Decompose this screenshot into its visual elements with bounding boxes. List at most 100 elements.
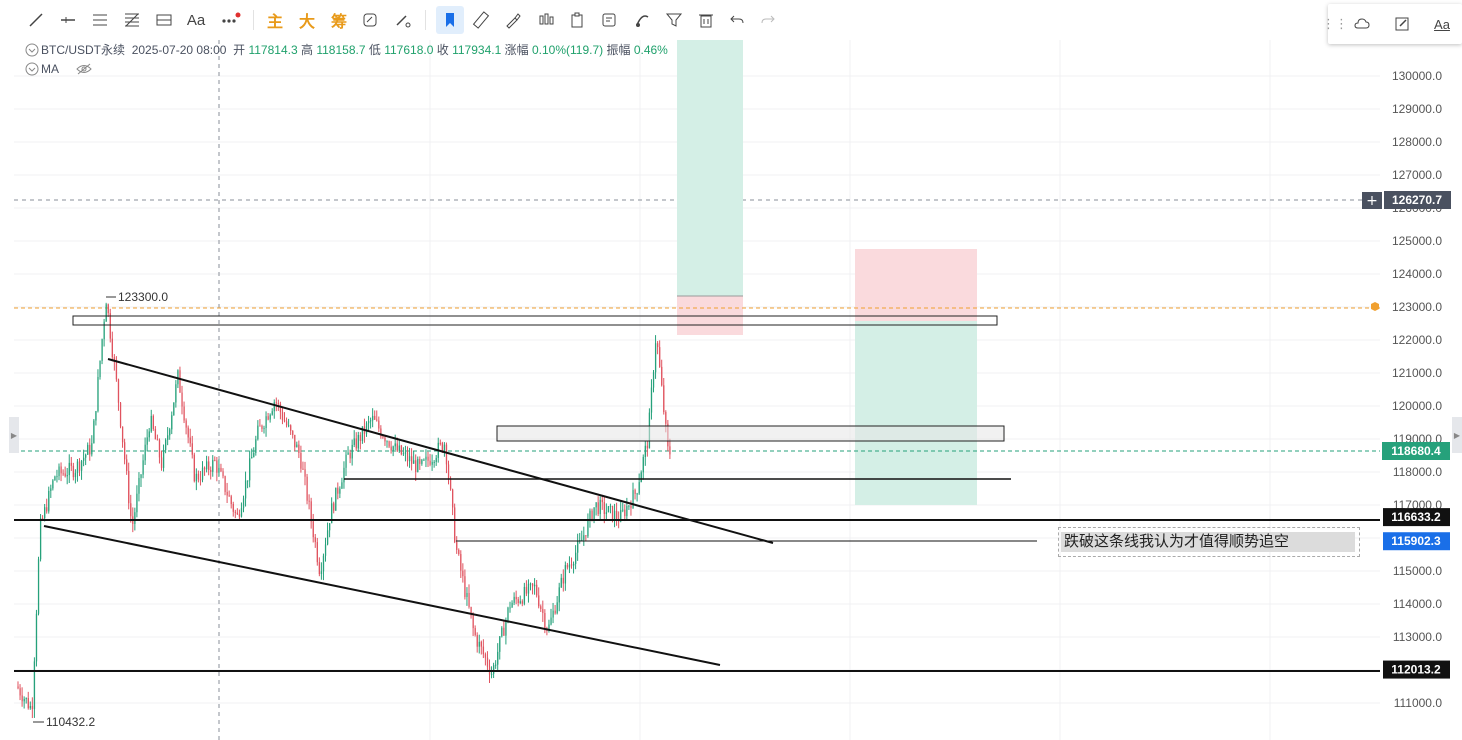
redo-icon[interactable] — [754, 6, 782, 34]
collapse-icon[interactable] — [25, 61, 41, 77]
delete-icon[interactable] — [692, 6, 720, 34]
candle — [572, 561, 575, 574]
candle — [394, 434, 396, 451]
candle — [109, 308, 111, 343]
candle — [652, 370, 655, 393]
candle — [552, 602, 554, 624]
visibility-icon[interactable] — [75, 62, 92, 76]
candles-icon[interactable] — [532, 6, 560, 34]
candle — [189, 428, 191, 447]
candle — [230, 494, 232, 509]
candle — [263, 425, 265, 434]
candle — [388, 440, 390, 449]
left-panel-toggle-icon[interactable]: ▶ — [9, 417, 19, 453]
main-indicator-button[interactable]: 主 — [266, 14, 283, 31]
candle — [314, 533, 316, 548]
right-panel-toggle-icon[interactable]: ▶ — [1452, 417, 1462, 453]
channel-icon[interactable] — [150, 6, 178, 34]
candle — [111, 331, 113, 362]
candle — [56, 469, 58, 483]
more-tools-icon[interactable] — [216, 6, 244, 34]
candle — [52, 479, 54, 491]
symbol-name[interactable]: BTC/USDT永续 — [41, 43, 126, 57]
ruler-icon[interactable] — [467, 6, 495, 34]
text-tool-icon[interactable]: Aa — [182, 6, 210, 34]
candle — [165, 438, 167, 454]
horizontal-line-icon[interactable] — [54, 6, 82, 34]
candle — [146, 429, 148, 452]
parallel-lines-icon[interactable] — [86, 6, 114, 34]
edit-icon[interactable] — [1388, 10, 1416, 38]
candle — [58, 463, 60, 481]
candle — [386, 440, 388, 448]
collapse-icon[interactable] — [25, 42, 41, 58]
change-label: 涨幅 — [504, 43, 529, 57]
fib-lines-icon[interactable] — [118, 6, 146, 34]
candle — [558, 582, 560, 612]
candle — [372, 408, 374, 428]
candle — [333, 501, 335, 514]
current-price-label: 118680.4 — [1391, 444, 1441, 458]
candle — [259, 419, 261, 427]
candle — [503, 620, 505, 636]
candle — [35, 609, 38, 667]
replay-icon[interactable] — [356, 6, 384, 34]
magnet-icon[interactable] — [389, 6, 417, 34]
candle — [185, 418, 187, 435]
candle — [206, 455, 208, 473]
big-indicator-button[interactable]: 大 — [298, 14, 315, 31]
candle — [285, 417, 288, 428]
indicator-name[interactable]: MA — [41, 61, 59, 76]
candle — [490, 666, 493, 679]
candle — [144, 437, 146, 465]
candle — [294, 434, 296, 452]
candle — [634, 488, 636, 500]
candle — [288, 418, 290, 428]
candle — [616, 502, 618, 526]
notes-icon[interactable] — [595, 6, 623, 34]
candle — [99, 360, 101, 380]
candle — [445, 442, 448, 474]
annotation-box[interactable]: 跌破这条线我认为才值得顺势追空 — [1058, 527, 1360, 557]
candle — [97, 369, 99, 413]
cloud-sync-icon[interactable] — [1348, 10, 1376, 38]
candle — [515, 590, 517, 605]
filter-icon[interactable] — [660, 6, 688, 34]
candle — [400, 444, 403, 456]
brush-icon[interactable] — [499, 6, 527, 34]
candle — [117, 378, 120, 411]
close-label: 收 — [436, 43, 449, 57]
candle — [425, 449, 427, 468]
toolbar-separator — [425, 10, 426, 30]
candle — [466, 587, 468, 606]
candle — [80, 459, 83, 480]
candle — [148, 428, 150, 442]
candle — [54, 475, 56, 481]
candle — [154, 426, 157, 440]
candle — [224, 475, 226, 496]
bookmark-icon[interactable] — [436, 6, 464, 34]
candle — [402, 447, 405, 457]
undo-icon[interactable] — [723, 6, 751, 34]
candle — [542, 600, 544, 622]
candle — [126, 454, 128, 475]
candle — [247, 480, 249, 489]
candle — [415, 454, 417, 481]
candle — [595, 502, 597, 516]
candle — [497, 643, 499, 672]
high-value: 118158.7 — [316, 42, 366, 57]
candle — [234, 509, 236, 519]
high-marker: 123300.0 — [106, 290, 168, 304]
candle — [380, 425, 382, 439]
trend-line-icon[interactable] — [22, 6, 50, 34]
clipboard-icon[interactable] — [563, 6, 591, 34]
font-settings-icon[interactable]: Aa — [1434, 16, 1450, 32]
drag-handle-icon[interactable]: ⋮⋮ — [1322, 16, 1348, 31]
paint-icon[interactable] — [628, 6, 656, 34]
candle — [292, 430, 294, 439]
candle — [191, 435, 193, 459]
candle — [474, 625, 476, 637]
candle — [232, 501, 234, 517]
chips-indicator-button[interactable]: 筹 — [330, 14, 347, 31]
